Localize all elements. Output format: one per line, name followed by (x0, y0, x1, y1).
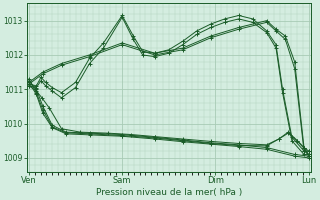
X-axis label: Pression niveau de la mer( hPa ): Pression niveau de la mer( hPa ) (96, 188, 242, 197)
